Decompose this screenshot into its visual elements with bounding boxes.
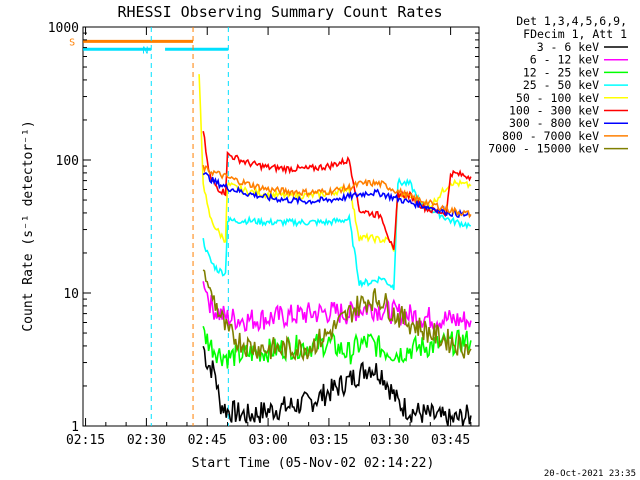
legend-label: 800 - 7000 keV	[502, 129, 599, 143]
x-tick-label: 03:15	[309, 433, 348, 448]
x-ticks: 02:15 02:30 02:45 03:00 03:15 03:30 03:45	[66, 27, 472, 448]
y-tick-label: 1	[71, 420, 79, 435]
x-axis-label: Start Time (05-Nov-02 02:14:22)	[192, 456, 435, 471]
chart-title: RHESSI Observing Summary Count Rates	[117, 3, 442, 21]
saa-marker-label: S	[69, 37, 75, 48]
x-tick-label: 02:15	[66, 433, 105, 448]
y-axis-label: Count Rate (s⁻¹ detector⁻¹)	[21, 120, 36, 331]
series-line-0	[202, 345, 472, 427]
x-tick-label: 03:45	[431, 433, 470, 448]
y-tick-label: 10	[63, 287, 79, 302]
x-tick-label: 02:45	[188, 433, 227, 448]
x-tick-label: 03:30	[370, 433, 409, 448]
night-marker-label: N	[142, 45, 148, 56]
legend-label: 300 - 800 keV	[509, 116, 599, 130]
series-line-8	[202, 269, 472, 362]
y-ticks: 1 10 100 1000	[48, 21, 479, 435]
series-line-7	[202, 165, 472, 219]
legend-header-decimation: FDecim 1, Att 1	[523, 27, 627, 41]
series-line-6	[202, 172, 472, 218]
legend-label: 12 - 25 keV	[523, 65, 599, 79]
legend-label: 25 - 50 keV	[523, 78, 599, 92]
generation-timestamp: 20-Oct-2021 23:35	[544, 469, 636, 479]
y-tick-label: 1000	[48, 21, 79, 36]
legend-label: 6 - 12 keV	[530, 53, 599, 67]
legend-label: 50 - 100 keV	[516, 91, 599, 105]
series-lines	[198, 74, 472, 427]
legend: Det 1,3,4,5,6,9, FDecim 1, Att 1 3 - 6 k…	[488, 14, 628, 156]
legend-label: 7000 - 15000 keV	[488, 142, 599, 156]
legend-label: 3 - 6 keV	[537, 40, 599, 54]
y-tick-label: 100	[56, 154, 79, 169]
legend-label: 100 - 300 keV	[509, 104, 599, 118]
x-tick-label: 02:30	[127, 433, 166, 448]
series-line-2	[202, 326, 472, 369]
x-tick-label: 03:00	[249, 433, 288, 448]
plot-frame	[82, 26, 480, 427]
plot-area: SN 02:15 02:30 02:45 03:00 03:15 03:30 03:45 1…	[48, 21, 480, 448]
series-line-1	[202, 281, 472, 333]
legend-header-detectors: Det 1,3,4,5,6,9,	[516, 14, 627, 28]
flag-markers: SN	[69, 27, 229, 426]
